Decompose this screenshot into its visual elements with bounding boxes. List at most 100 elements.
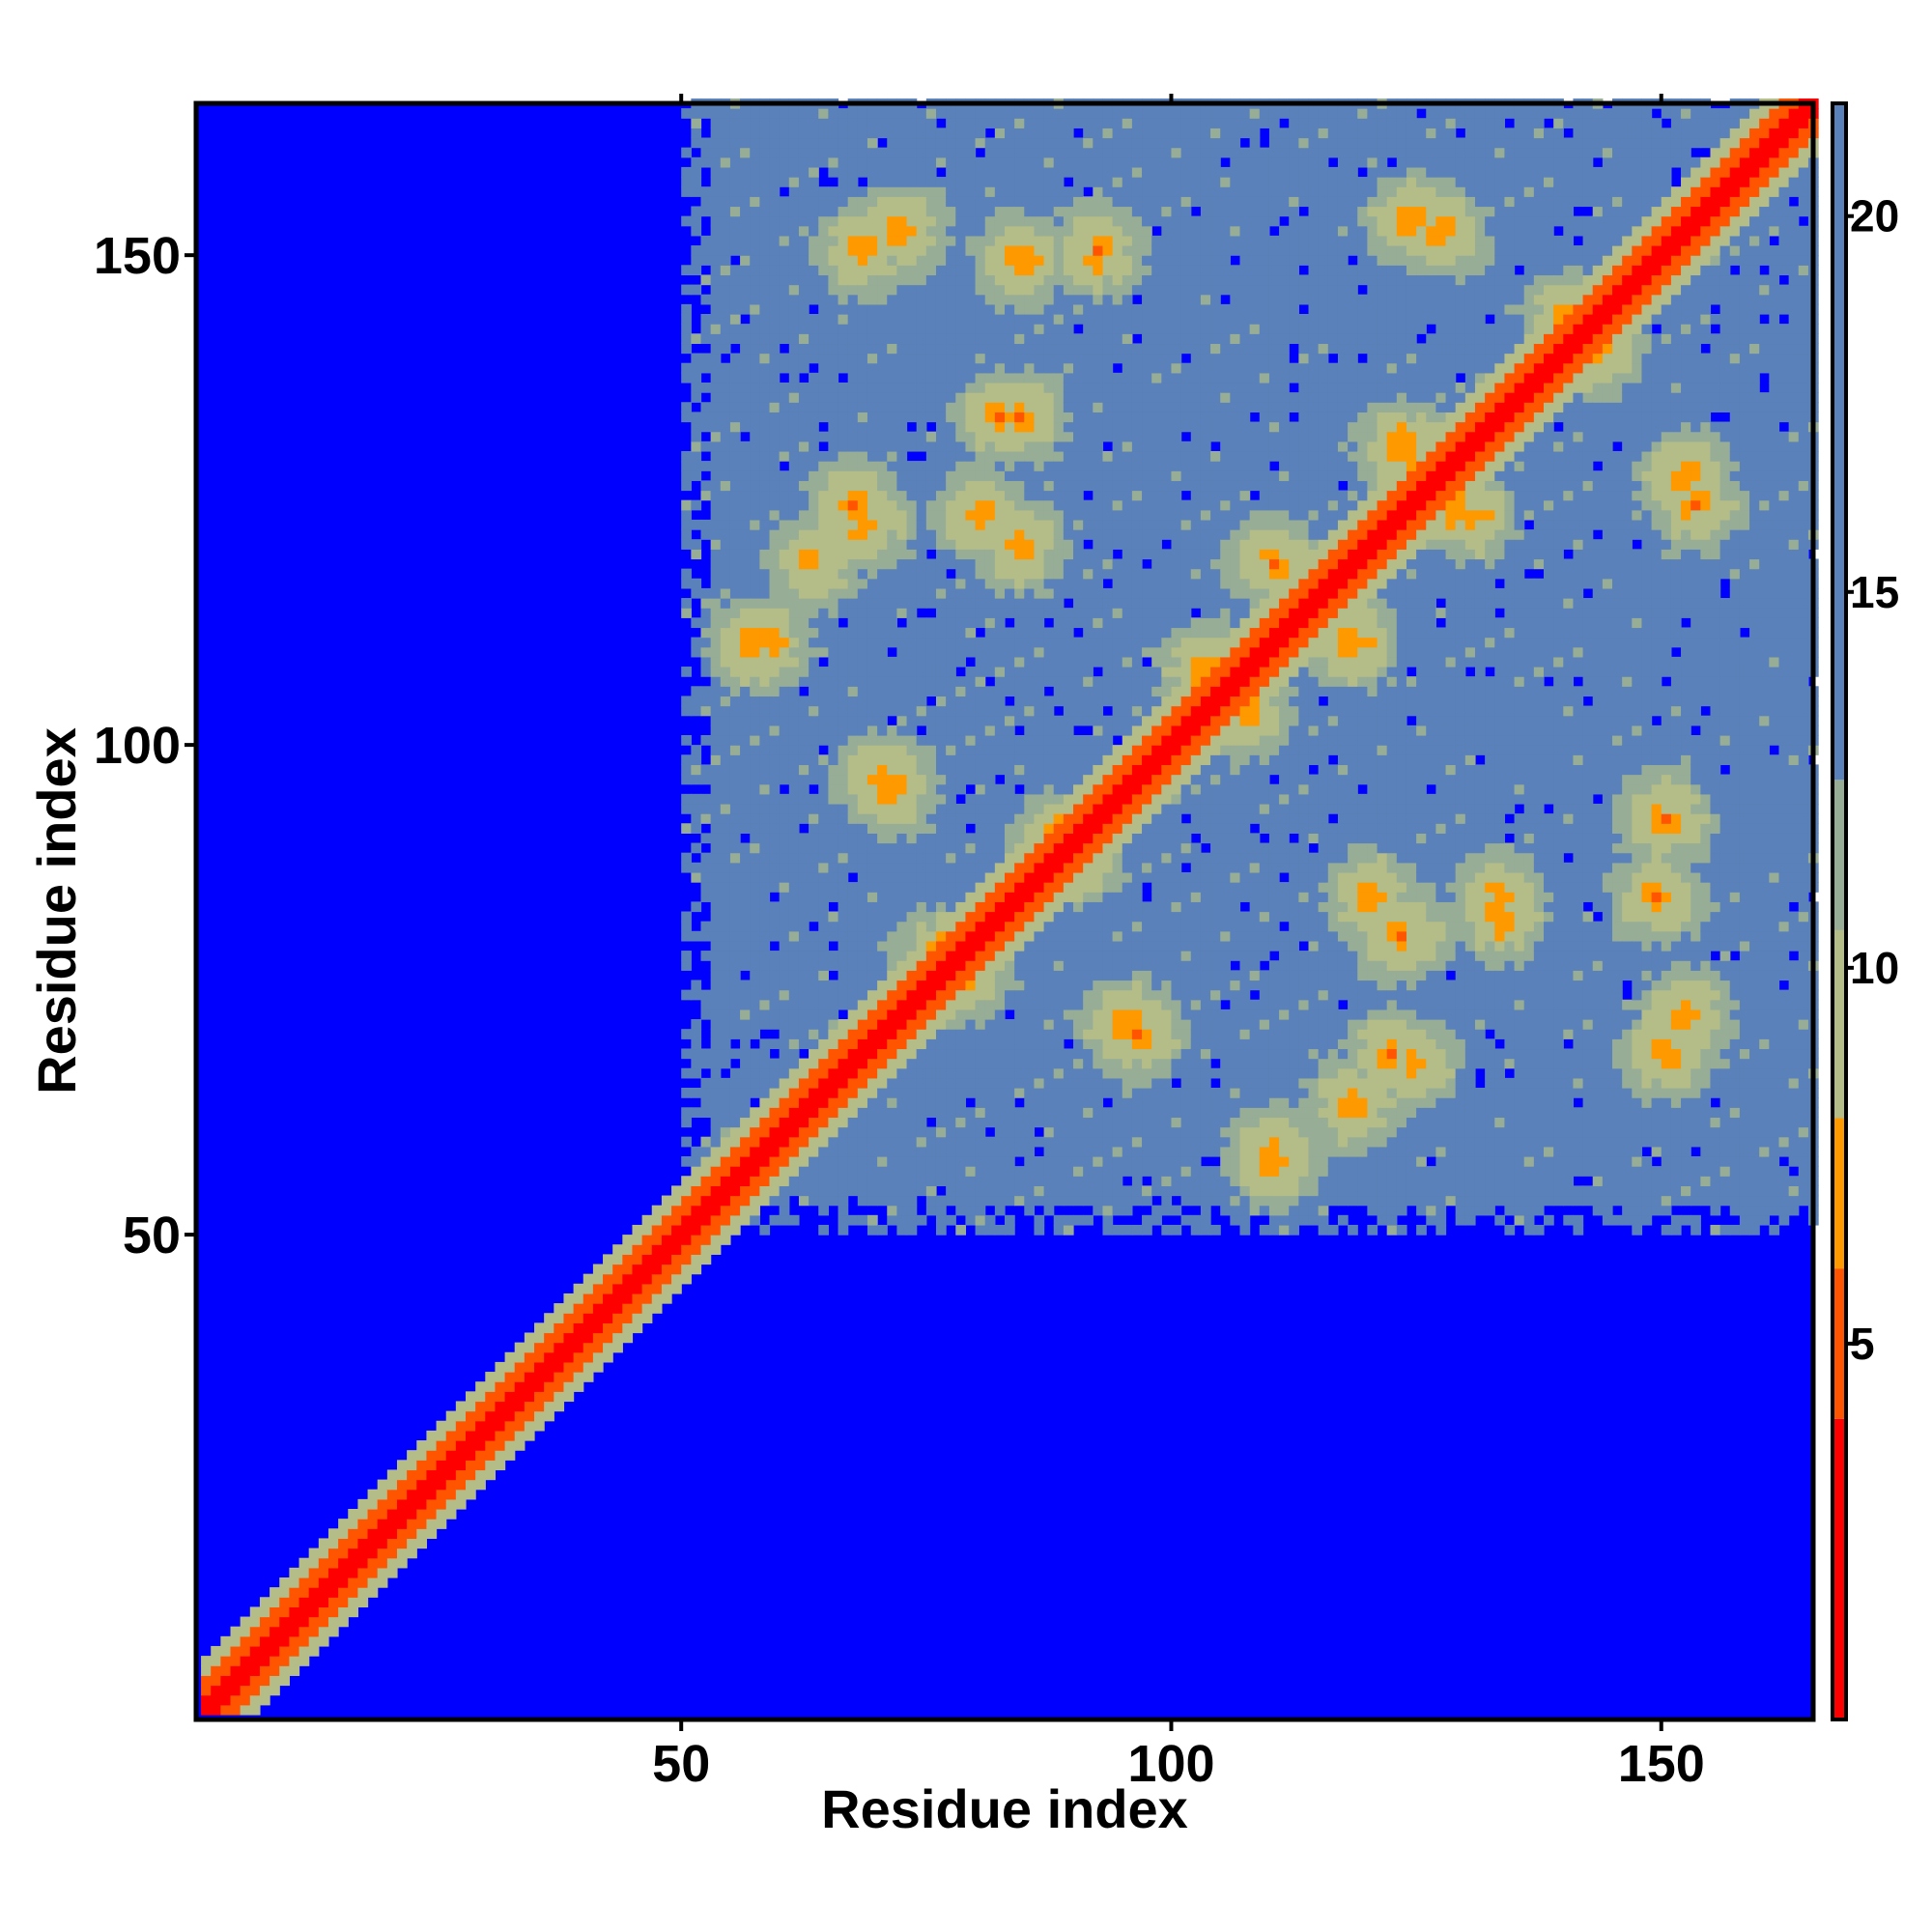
heatmap-cell (1034, 951, 1045, 961)
heatmap-cell (1014, 519, 1025, 530)
heatmap-cell (386, 1557, 398, 1569)
heatmap-cell (809, 235, 819, 246)
heatmap-cell (1034, 1067, 1045, 1079)
heatmap-cell (230, 1685, 242, 1696)
heatmap-cell (847, 558, 859, 570)
heatmap-cell (750, 882, 760, 893)
heatmap-cell (710, 724, 722, 736)
heatmap-cell (729, 793, 741, 805)
heatmap-cell (1034, 549, 1045, 560)
heatmap-cell (838, 177, 849, 187)
heatmap-cell (955, 1155, 967, 1167)
heatmap-cell (809, 412, 819, 423)
heatmap-cell (896, 166, 908, 178)
heatmap-cell (828, 450, 839, 462)
heatmap-cell (534, 1391, 545, 1403)
heatmap-cell (779, 196, 790, 208)
heatmap-cell (750, 1107, 760, 1119)
heatmap-cell (720, 724, 731, 736)
heatmap-cell (1014, 412, 1025, 423)
heatmap-cell (485, 1469, 497, 1481)
heatmap-cell (965, 1019, 977, 1030)
heatmap-cell (750, 911, 760, 923)
heatmap-cell (1005, 989, 1015, 1001)
heatmap-cell (1043, 440, 1055, 452)
heatmap-cell (994, 225, 1006, 237)
heatmap-cell (1034, 1029, 1045, 1039)
heatmap-cell (818, 911, 829, 923)
heatmap-cell (436, 1469, 447, 1481)
heatmap-cell (965, 1205, 977, 1216)
heatmap-cell (994, 1117, 1006, 1128)
heatmap-cell (1014, 892, 1025, 902)
heatmap-cell (984, 1195, 996, 1207)
heatmap-cell (720, 587, 731, 599)
heatmap-cell (1073, 225, 1084, 237)
heatmap-cell (700, 1097, 712, 1108)
heatmap-cell (946, 509, 956, 521)
heatmap-cell (1014, 333, 1025, 345)
heatmap-cell (779, 215, 790, 227)
heatmap-cell (348, 1597, 358, 1607)
heatmap-cell (367, 1577, 379, 1588)
heatmap-cell (1024, 734, 1036, 746)
heatmap-cell (906, 696, 918, 707)
heatmap-cell (318, 1557, 329, 1569)
heatmap-cell (740, 362, 751, 374)
heatmap-cell (935, 783, 947, 795)
heatmap-cell (916, 1029, 927, 1039)
heatmap-cell (681, 480, 692, 492)
heatmap-cell (769, 1117, 781, 1128)
heatmap-cell (946, 696, 956, 707)
heatmap-cell (211, 1675, 221, 1687)
heatmap-cell (867, 1166, 878, 1177)
heatmap-cell (769, 754, 781, 766)
heatmap-cell (975, 1205, 986, 1216)
heatmap-cell (357, 1548, 369, 1559)
heatmap-cell (857, 734, 868, 746)
heatmap-cell (759, 392, 771, 403)
heatmap-cell (847, 774, 859, 785)
heatmap-cell (436, 1430, 447, 1441)
heatmap-cell (1014, 793, 1025, 805)
heatmap-cell (984, 421, 996, 433)
heatmap-cell (877, 480, 888, 492)
heatmap-cell (1043, 598, 1055, 609)
heatmap-cell (984, 745, 996, 755)
heatmap-cell (1005, 431, 1015, 442)
heatmap-cell (984, 539, 996, 550)
heatmap-cell (857, 108, 868, 119)
heatmap-cell (955, 108, 967, 119)
heatmap-cell (1053, 793, 1065, 805)
heatmap-cell (700, 147, 712, 158)
heatmap-cell (651, 1205, 663, 1216)
heatmap-cell (798, 980, 810, 991)
heatmap-cell (710, 353, 722, 364)
heatmap-cell (720, 392, 731, 403)
heatmap-cell (700, 734, 712, 746)
heatmap-cell (818, 871, 829, 883)
heatmap-cell (1043, 656, 1055, 668)
heatmap-cell (838, 833, 849, 844)
heatmap-cell (906, 225, 918, 237)
heatmap-cell (691, 1146, 702, 1157)
heatmap-cell (965, 862, 977, 873)
heatmap-cell (750, 353, 760, 364)
heatmap-cell (740, 1107, 751, 1119)
heatmap-cell (720, 314, 731, 325)
heatmap-cell (809, 587, 819, 599)
heatmap-cell (946, 1009, 956, 1020)
heatmap-cell (838, 970, 849, 981)
heatmap-cell (809, 1097, 819, 1108)
heatmap-cell (750, 128, 760, 139)
heatmap-cell (1063, 225, 1074, 237)
heatmap-cell (925, 362, 937, 374)
heatmap-cell (925, 480, 937, 492)
heatmap-cell (426, 1489, 438, 1500)
heatmap-cell (769, 440, 781, 452)
heatmap-cell (201, 1685, 212, 1696)
heatmap-cell (759, 608, 771, 618)
heatmap-cell (828, 882, 839, 893)
heatmap-cell (828, 578, 839, 589)
heatmap-cell (788, 940, 800, 952)
